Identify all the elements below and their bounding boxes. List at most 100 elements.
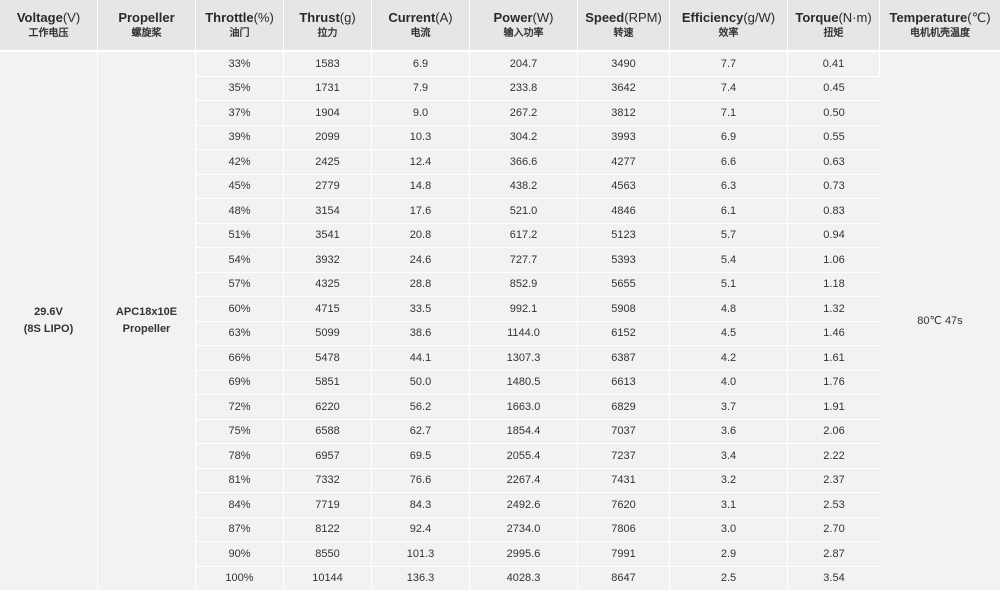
efficiency-cell: 3.1 xyxy=(670,493,788,518)
torque-cell: 2.37 xyxy=(788,469,880,494)
current-cell: 38.6 xyxy=(372,322,470,347)
thrust-cell: 5851 xyxy=(284,371,372,396)
header-title: Current xyxy=(388,10,435,25)
power-cell: 267.2 xyxy=(470,101,578,126)
speed-cell: 7037 xyxy=(578,420,670,445)
current-cell: 12.4 xyxy=(372,150,470,175)
header-unit: (A) xyxy=(435,10,452,25)
power-cell: 1144.0 xyxy=(470,322,578,347)
thrust-cell: 3932 xyxy=(284,248,372,273)
power-cell: 4028.3 xyxy=(470,567,578,591)
header-title: Speed xyxy=(585,10,624,25)
header-torque: Torque(N·m)扭矩 xyxy=(788,0,880,50)
speed-cell: 4846 xyxy=(578,199,670,224)
power-cell: 1663.0 xyxy=(470,395,578,420)
throttle-cell: 69% xyxy=(196,371,284,396)
header-cn: 效率 xyxy=(670,27,787,41)
voltage-battery: (8S LIPO) xyxy=(24,323,74,335)
throttle-cell: 48% xyxy=(196,199,284,224)
efficiency-cell: 4.2 xyxy=(670,346,788,371)
thrust-cell: 6957 xyxy=(284,444,372,469)
current-cell: 6.9 xyxy=(372,52,470,77)
power-cell: 233.8 xyxy=(470,77,578,102)
header-cn: 电机机壳温度 xyxy=(880,27,1000,41)
efficiency-cell: 5.4 xyxy=(670,248,788,273)
throttle-cell: 45% xyxy=(196,175,284,200)
efficiency-cell: 7.7 xyxy=(670,52,788,77)
power-cell: 2267.4 xyxy=(470,469,578,494)
thrust-cell: 2779 xyxy=(284,175,372,200)
torque-cell: 2.53 xyxy=(788,493,880,518)
header-cn: 螺旋桨 xyxy=(98,27,195,41)
power-cell: 204.7 xyxy=(470,52,578,77)
torque-cell: 0.83 xyxy=(788,199,880,224)
speed-cell: 3812 xyxy=(578,101,670,126)
throttle-cell: 39% xyxy=(196,126,284,151)
throttle-cell: 78% xyxy=(196,444,284,469)
current-cell: 44.1 xyxy=(372,346,470,371)
thrust-cell: 6220 xyxy=(284,395,372,420)
efficiency-cell: 2.5 xyxy=(670,567,788,591)
current-cell: 84.3 xyxy=(372,493,470,518)
efficiency-cell: 7.1 xyxy=(670,101,788,126)
efficiency-cell: 5.7 xyxy=(670,224,788,249)
current-cell: 50.0 xyxy=(372,371,470,396)
propeller-cell: APC18x10E Propeller xyxy=(98,52,196,591)
throttle-cell: 100% xyxy=(196,567,284,591)
thrust-cell: 6588 xyxy=(284,420,372,445)
voltage-cell: 29.6V(8S LIPO) xyxy=(0,52,98,591)
speed-cell: 3642 xyxy=(578,77,670,102)
throttle-cell: 35% xyxy=(196,77,284,102)
speed-cell: 7431 xyxy=(578,469,670,494)
throttle-cell: 60% xyxy=(196,297,284,322)
header-title: Throttle xyxy=(205,10,253,25)
power-cell: 727.7 xyxy=(470,248,578,273)
header-cn: 油门 xyxy=(196,27,283,41)
power-cell: 2995.6 xyxy=(470,542,578,567)
speed-cell: 7620 xyxy=(578,493,670,518)
thrust-cell: 2099 xyxy=(284,126,372,151)
torque-cell: 0.73 xyxy=(788,175,880,200)
speed-cell: 6152 xyxy=(578,322,670,347)
header-cn: 拉力 xyxy=(284,27,371,41)
efficiency-cell: 4.8 xyxy=(670,297,788,322)
efficiency-cell: 3.7 xyxy=(670,395,788,420)
current-cell: 56.2 xyxy=(372,395,470,420)
torque-cell: 0.63 xyxy=(788,150,880,175)
propeller-label: Propeller xyxy=(123,323,171,335)
propeller-model: APC18x10E xyxy=(116,306,177,318)
efficiency-cell: 3.4 xyxy=(670,444,788,469)
thrust-cell: 7719 xyxy=(284,493,372,518)
efficiency-cell: 4.5 xyxy=(670,322,788,347)
power-cell: 992.1 xyxy=(470,297,578,322)
speed-cell: 4563 xyxy=(578,175,670,200)
header-speed: Speed(RPM)转速 xyxy=(578,0,670,50)
current-cell: 33.5 xyxy=(372,297,470,322)
torque-cell: 2.87 xyxy=(788,542,880,567)
header-cn: 扭矩 xyxy=(788,27,879,41)
header-title: Temperature xyxy=(889,10,967,25)
header-cn: 工作电压 xyxy=(0,27,97,41)
header-power: Power(W)输入功率 xyxy=(470,0,578,50)
torque-cell: 1.06 xyxy=(788,248,880,273)
power-cell: 304.2 xyxy=(470,126,578,151)
current-cell: 76.6 xyxy=(372,469,470,494)
throttle-cell: 87% xyxy=(196,518,284,543)
power-cell: 2734.0 xyxy=(470,518,578,543)
power-cell: 617.2 xyxy=(470,224,578,249)
header-unit: (N·m) xyxy=(838,10,871,25)
throttle-cell: 51% xyxy=(196,224,284,249)
power-cell: 852.9 xyxy=(470,273,578,298)
efficiency-cell: 5.1 xyxy=(670,273,788,298)
efficiency-cell: 6.9 xyxy=(670,126,788,151)
throttle-cell: 81% xyxy=(196,469,284,494)
thrust-cell: 4715 xyxy=(284,297,372,322)
header-cn: 电流 xyxy=(372,27,469,41)
throttle-cell: 84% xyxy=(196,493,284,518)
torque-cell: 1.46 xyxy=(788,322,880,347)
header-cn: 输入功率 xyxy=(470,27,577,41)
current-cell: 101.3 xyxy=(372,542,470,567)
thrust-cell: 8550 xyxy=(284,542,372,567)
header-voltage: Voltage(V)工作电压 xyxy=(0,0,98,50)
